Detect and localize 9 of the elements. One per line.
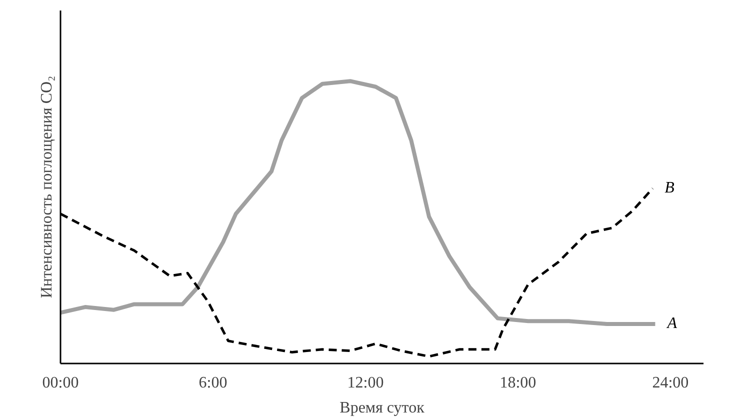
x-tick-label: 24:00 [652, 374, 689, 392]
x-tick-label: 6:00 [198, 374, 228, 392]
x-axis-title: Время суток [340, 400, 425, 416]
x-tick-label: 12:00 [347, 374, 384, 392]
series-label: A [666, 314, 678, 332]
x-tick-label: 00:00 [42, 374, 79, 392]
y-axis-title: Интенсивность поглощения CO₂ [38, 76, 56, 298]
x-tick-label: 18:00 [500, 374, 536, 392]
series-label: B [664, 179, 675, 196]
